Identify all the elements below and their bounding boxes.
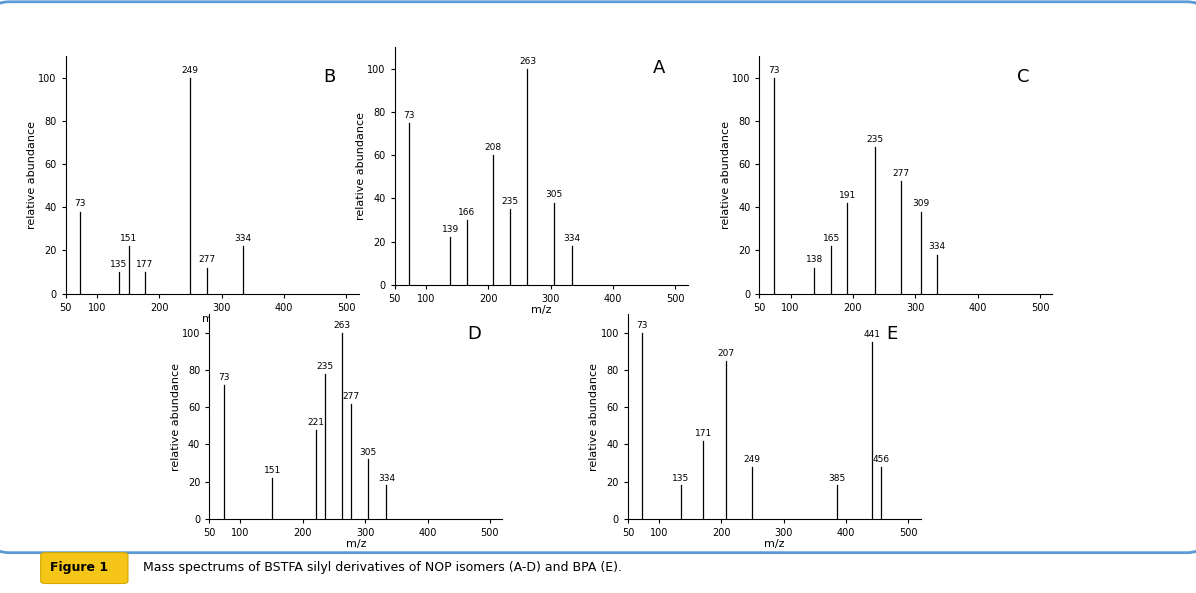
Text: 171: 171: [695, 429, 712, 438]
Text: 385: 385: [828, 474, 846, 483]
Text: 235: 235: [501, 197, 519, 206]
Text: 73: 73: [74, 199, 86, 208]
Text: B: B: [324, 68, 336, 86]
Text: 334: 334: [928, 243, 945, 251]
Text: 235: 235: [316, 362, 334, 371]
Y-axis label: relative abundance: relative abundance: [721, 121, 731, 229]
Text: Figure 1: Figure 1: [50, 561, 109, 574]
Text: 177: 177: [136, 260, 153, 269]
Text: 235: 235: [866, 135, 884, 144]
Text: 73: 73: [768, 66, 780, 75]
X-axis label: m/z: m/z: [346, 539, 366, 549]
Text: 166: 166: [458, 208, 476, 216]
Text: Mass spectrums of BSTFA silyl derivatives of NOP isomers (A-D) and BPA (E).: Mass spectrums of BSTFA silyl derivative…: [127, 561, 622, 574]
Text: 249: 249: [182, 66, 199, 75]
Text: 73: 73: [218, 373, 230, 382]
Text: C: C: [1018, 68, 1030, 86]
Text: 138: 138: [806, 256, 823, 264]
Text: 263: 263: [519, 57, 536, 66]
X-axis label: m/z: m/z: [896, 314, 916, 324]
Text: 334: 334: [234, 234, 251, 243]
Text: 165: 165: [823, 234, 840, 243]
Text: 221: 221: [307, 418, 324, 427]
X-axis label: m/z: m/z: [764, 539, 785, 549]
Text: 135: 135: [110, 260, 128, 269]
Text: 139: 139: [441, 225, 459, 234]
X-axis label: m/z: m/z: [202, 314, 222, 324]
Text: 305: 305: [360, 448, 377, 457]
Text: A: A: [653, 59, 665, 77]
Y-axis label: relative abundance: relative abundance: [590, 362, 599, 471]
Text: 456: 456: [872, 455, 890, 464]
Text: E: E: [886, 324, 897, 343]
Text: D: D: [468, 324, 481, 343]
Y-axis label: relative abundance: relative abundance: [171, 362, 181, 471]
Text: 334: 334: [378, 474, 395, 483]
Text: 208: 208: [484, 143, 502, 152]
X-axis label: m/z: m/z: [531, 305, 551, 315]
Text: 277: 277: [892, 169, 909, 178]
Text: 277: 277: [342, 392, 359, 401]
Text: 305: 305: [545, 190, 562, 199]
Text: 73: 73: [403, 111, 415, 120]
Text: 263: 263: [334, 321, 350, 330]
Text: 73: 73: [636, 321, 648, 330]
Text: 309: 309: [913, 199, 929, 208]
Text: 151: 151: [120, 234, 138, 243]
Y-axis label: relative abundance: relative abundance: [28, 121, 37, 229]
Text: 441: 441: [864, 330, 880, 339]
Text: 151: 151: [263, 466, 281, 475]
Text: 249: 249: [744, 455, 761, 464]
Text: 334: 334: [563, 234, 580, 243]
Y-axis label: relative abundance: relative abundance: [356, 112, 366, 220]
Text: 277: 277: [199, 256, 215, 264]
Text: 135: 135: [672, 474, 690, 483]
Text: 191: 191: [838, 191, 856, 200]
Text: 207: 207: [718, 349, 734, 358]
